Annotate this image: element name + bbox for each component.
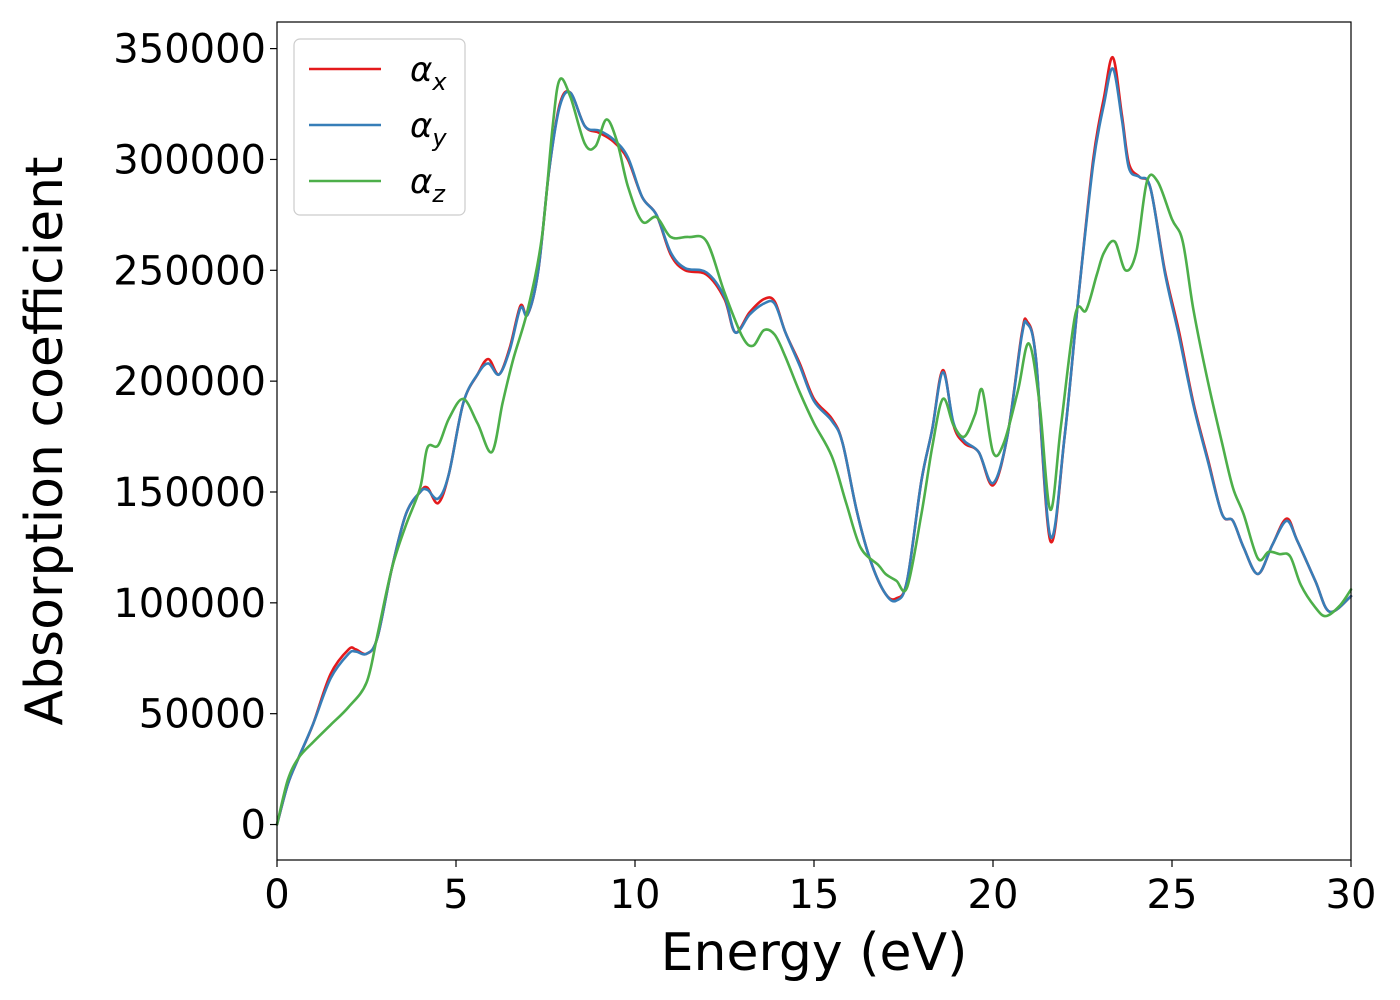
y-tick-label: 150000 xyxy=(113,470,266,516)
series-line-alpha-z xyxy=(275,77,1353,826)
series-lines xyxy=(275,56,1353,826)
y-tick-label: 200000 xyxy=(113,359,266,405)
series-line-alpha-y xyxy=(275,67,1353,826)
x-tick-label: 20 xyxy=(968,872,1019,918)
legend-label-alpha-y: αy xyxy=(410,106,447,152)
y-axis-label: Absorption coefficient xyxy=(15,156,75,725)
x-tick-label: 5 xyxy=(443,872,468,918)
legend-box xyxy=(293,38,466,216)
x-tick-label: 25 xyxy=(1147,872,1198,918)
y-tick-label: 100000 xyxy=(113,581,266,627)
y-tick-label: 250000 xyxy=(113,248,266,294)
x-tick-label: 15 xyxy=(789,872,840,918)
y-tick-label: 300000 xyxy=(113,137,266,183)
y-tick-label: 350000 xyxy=(113,27,266,73)
x-axis-label: Energy (eV) xyxy=(661,923,968,983)
y-axis: 0 50000 100000 150000 200000 250000 300000 3500… xyxy=(113,27,277,849)
x-tick-label: 30 xyxy=(1326,872,1377,918)
x-tick-label: 10 xyxy=(610,872,661,918)
x-axis: 0 5 10 15 20 25 30 xyxy=(264,860,1376,918)
y-tick-label: 0 xyxy=(241,803,266,849)
x-tick-label: 0 xyxy=(264,872,289,918)
y-tick-label: 50000 xyxy=(139,692,266,738)
